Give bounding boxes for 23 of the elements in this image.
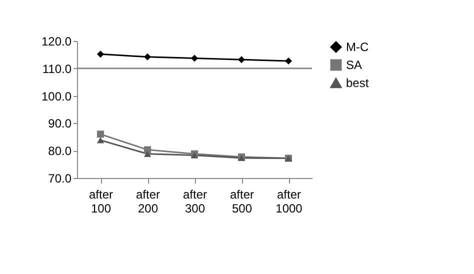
- x-tick-label: after 500: [230, 188, 254, 216]
- point: [144, 146, 152, 154]
- point: [190, 54, 198, 62]
- x-tick-label: after 200: [136, 188, 160, 216]
- point: [96, 137, 104, 144]
- y-tick-label: 70.0: [48, 172, 72, 186]
- x-tick-label: after 1000: [276, 188, 303, 216]
- legend-label: M-C: [346, 40, 369, 54]
- x-tick-label: after 300: [182, 188, 208, 216]
- x-tick-label: after 100: [88, 188, 114, 216]
- legend-label: best: [346, 76, 370, 90]
- point: [284, 57, 292, 65]
- y-tick-label: 120.0: [41, 34, 72, 48]
- point: [96, 130, 104, 138]
- point: [238, 56, 246, 64]
- legend-label: SA: [346, 58, 362, 72]
- y-tick-label: 90.0: [48, 116, 72, 131]
- point: [144, 150, 152, 157]
- y-tick-label: 80.0: [48, 144, 72, 158]
- point: [96, 50, 104, 58]
- point: [144, 53, 152, 60]
- y-tick-label: 110.0: [42, 62, 72, 76]
- y-tick-label: 100.0: [41, 89, 72, 104]
